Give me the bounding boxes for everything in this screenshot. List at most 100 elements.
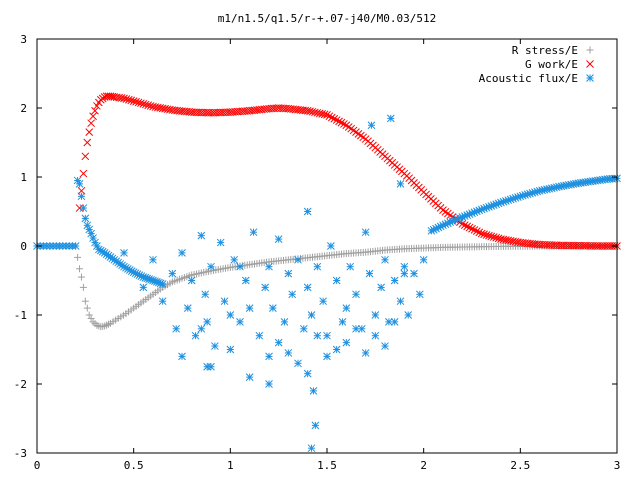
data-point bbox=[71, 242, 80, 250]
data-point bbox=[311, 108, 319, 117]
data-point bbox=[367, 121, 376, 130]
data-point bbox=[468, 224, 476, 233]
data-point bbox=[207, 362, 215, 371]
data-point bbox=[311, 421, 320, 430]
data-point bbox=[319, 297, 327, 306]
legend-label: G work/E bbox=[525, 58, 578, 71]
data-point bbox=[338, 318, 347, 326]
data-point bbox=[299, 324, 308, 333]
data-point bbox=[303, 283, 312, 292]
data-point bbox=[79, 283, 87, 291]
data-point bbox=[236, 318, 244, 326]
legend-marker bbox=[586, 46, 594, 54]
data-point bbox=[87, 314, 95, 322]
data-point bbox=[141, 100, 150, 109]
data-point bbox=[172, 324, 181, 333]
data-point bbox=[482, 231, 491, 239]
data-point bbox=[168, 269, 177, 278]
data-point bbox=[390, 276, 399, 285]
data-point bbox=[207, 262, 215, 271]
data-point bbox=[313, 262, 322, 271]
y-tick-label: 3 bbox=[20, 33, 27, 46]
data-point bbox=[191, 331, 200, 340]
data-point bbox=[81, 214, 90, 223]
data-point bbox=[81, 297, 89, 305]
data-point bbox=[320, 110, 329, 119]
data-point bbox=[146, 102, 155, 110]
data-point bbox=[323, 331, 331, 340]
x-tick-label: 1.5 bbox=[317, 459, 337, 472]
y-tick-label: -2 bbox=[14, 378, 27, 391]
data-point bbox=[249, 228, 258, 237]
data-point bbox=[139, 283, 148, 292]
data-point bbox=[241, 276, 250, 285]
data-point bbox=[274, 338, 283, 347]
data-point bbox=[81, 152, 90, 161]
data-point bbox=[79, 204, 88, 212]
data-point bbox=[340, 120, 348, 128]
data-point bbox=[103, 321, 111, 329]
legend-label: Acoustic flux/E bbox=[479, 72, 578, 85]
data-point bbox=[419, 255, 428, 264]
data-point bbox=[303, 106, 312, 115]
data-point bbox=[226, 345, 235, 354]
data-point bbox=[178, 352, 186, 361]
data-point bbox=[365, 269, 374, 278]
axes: 0 0.5 1 1.5 2 2.5 3 -3 -2 -1 0 1 2 3 bbox=[14, 33, 621, 472]
data-point bbox=[332, 276, 341, 285]
data-point bbox=[396, 180, 405, 188]
data-point bbox=[371, 331, 380, 340]
data-point bbox=[377, 283, 385, 292]
chart-title: m1/n1.5/q1.5/r-+.07-j40/M0.03/512 bbox=[218, 12, 437, 25]
data-point bbox=[465, 223, 474, 232]
y-tick-label: -1 bbox=[14, 309, 27, 322]
legend-marker bbox=[586, 60, 594, 68]
data-point bbox=[470, 226, 479, 234]
data-point bbox=[76, 265, 84, 273]
series-3 bbox=[33, 114, 621, 453]
legend-label: R stress/E bbox=[512, 44, 578, 57]
data-point bbox=[236, 262, 244, 271]
data-point bbox=[183, 304, 192, 312]
data-point bbox=[477, 229, 486, 238]
data-point bbox=[335, 117, 343, 126]
data-point bbox=[303, 207, 312, 216]
y-tick-label: 2 bbox=[20, 102, 27, 115]
data-point bbox=[361, 349, 370, 357]
data-point bbox=[117, 94, 126, 102]
data-point bbox=[139, 100, 148, 108]
data-point bbox=[245, 304, 254, 312]
data-point bbox=[475, 228, 484, 237]
data-point bbox=[489, 233, 498, 241]
data-point bbox=[83, 138, 92, 147]
data-point bbox=[318, 110, 327, 118]
y-tick-label: -3 bbox=[14, 447, 27, 460]
data-point bbox=[307, 311, 316, 319]
data-point bbox=[492, 233, 501, 242]
data-point bbox=[93, 102, 101, 110]
legend-marker bbox=[586, 74, 594, 82]
data-point bbox=[201, 290, 210, 299]
data-point bbox=[129, 97, 138, 105]
data-point bbox=[85, 128, 94, 137]
x-tick-label: 1 bbox=[227, 459, 234, 472]
data-point bbox=[308, 107, 317, 116]
data-point bbox=[342, 338, 351, 347]
data-point bbox=[346, 262, 355, 271]
data-point bbox=[330, 114, 339, 123]
data-point bbox=[288, 290, 297, 299]
x-tick-label: 2 bbox=[420, 459, 427, 472]
data-point bbox=[404, 311, 413, 319]
data-point bbox=[284, 349, 293, 357]
series-1 bbox=[72, 242, 621, 331]
data-point bbox=[77, 273, 85, 281]
data-point bbox=[313, 331, 322, 340]
data-point bbox=[315, 109, 324, 118]
data-point bbox=[307, 444, 316, 453]
data-point bbox=[400, 269, 409, 278]
data-point bbox=[203, 318, 211, 326]
data-point bbox=[327, 242, 335, 250]
data-point bbox=[89, 318, 97, 326]
data-point bbox=[460, 221, 469, 229]
